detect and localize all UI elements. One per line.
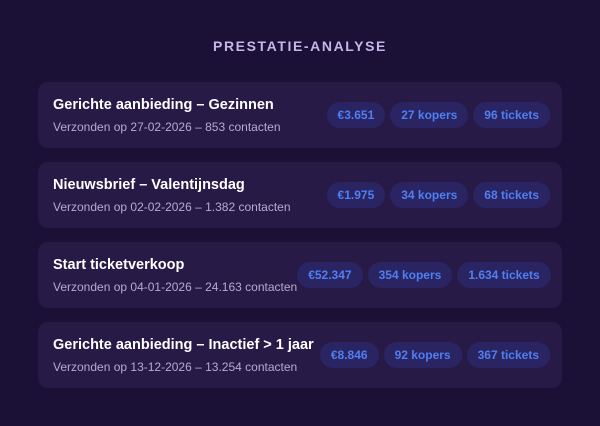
campaign-card: Gerichte aanbieding – Inactief > 1 jaar V… xyxy=(38,322,562,388)
panel-title: PRESTATIE-ANALYSE xyxy=(213,38,387,54)
campaign-title: Gerichte aanbieding – Gezinnen xyxy=(53,96,274,113)
badge-group: €3.651 27 kopers 96 tickets xyxy=(326,102,550,128)
stat-badge: €8.846 xyxy=(319,342,379,368)
campaign-text: Gerichte aanbieding – Inactief > 1 jaar V… xyxy=(53,337,314,374)
stat-badge: €1.975 xyxy=(326,182,386,208)
campaign-text: Nieuwsbrief – Valentijnsdag Verzonden op … xyxy=(53,177,291,214)
campaign-title: Nieuwsbrief – Valentijnsdag xyxy=(53,176,245,193)
campaign-card: Start ticketverkoop Verzonden op 04-01-20… xyxy=(38,242,562,308)
stat-badge: 68 tickets xyxy=(473,182,550,208)
campaign-text: Gerichte aanbieding – Gezinnen Verzonden … xyxy=(53,97,281,134)
badge-group: €52.347 354 kopers 1.634 tickets xyxy=(297,262,551,288)
stat-badge: €52.347 xyxy=(297,262,363,288)
stat-badge: 367 tickets xyxy=(466,342,550,368)
campaign-text: Start ticketverkoop Verzonden op 04-01-20… xyxy=(53,257,297,294)
campaign-list: Gerichte aanbieding – Gezinnen Verzonden … xyxy=(38,82,562,402)
badge-group: €1.975 34 kopers 68 tickets xyxy=(326,182,550,208)
stat-badge: 96 tickets xyxy=(473,102,550,128)
stat-badge: 1.634 tickets xyxy=(457,262,551,288)
campaign-card: Nieuwsbrief – Valentijnsdag Verzonden op … xyxy=(38,162,562,228)
campaign-title: Start ticketverkoop xyxy=(53,256,185,273)
campaign-subtitle: Verzonden op 02-02-2026 – 1.382 contacte… xyxy=(53,199,291,214)
stat-badge: €3.651 xyxy=(326,102,386,128)
stat-badge: 92 kopers xyxy=(383,342,462,368)
stat-badge: 27 kopers xyxy=(390,102,469,128)
stat-badge: 354 kopers xyxy=(367,262,453,288)
campaign-title: Gerichte aanbieding – Inactief > 1 jaar xyxy=(53,336,314,353)
badge-group: €8.846 92 kopers 367 tickets xyxy=(319,342,550,368)
campaign-subtitle: Verzonden op 13-12-2026 – 13.254 contact… xyxy=(53,359,298,374)
stat-badge: 34 kopers xyxy=(390,182,469,208)
campaign-subtitle: Verzonden op 04-01-2026 – 24.163 contact… xyxy=(53,279,298,294)
campaign-subtitle: Verzonden op 27-02-2026 – 853 contacten xyxy=(53,119,281,134)
campaign-card: Gerichte aanbieding – Gezinnen Verzonden … xyxy=(38,82,562,148)
